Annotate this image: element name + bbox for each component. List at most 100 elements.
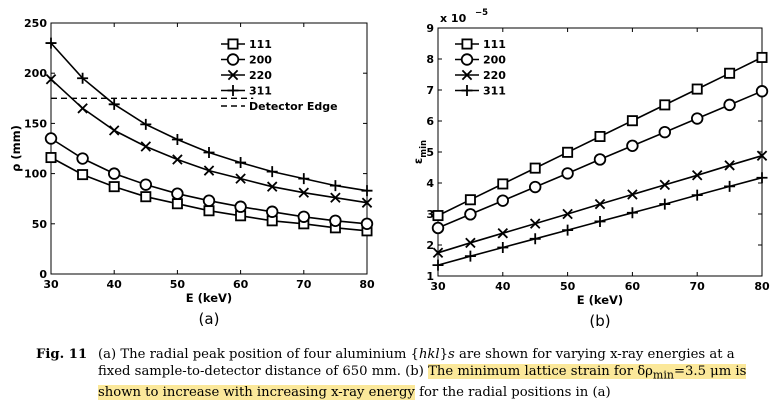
data-point-311-b bbox=[724, 180, 736, 192]
data-point-220-a bbox=[361, 197, 373, 208]
series-line-220-a bbox=[50, 78, 368, 204]
data-point-220-a bbox=[203, 165, 215, 176]
data-point-311-a bbox=[266, 166, 278, 178]
data-point-311-a bbox=[108, 98, 120, 110]
data-point-311-b bbox=[594, 215, 606, 227]
data-point-200-b bbox=[431, 221, 445, 235]
series-200-b bbox=[431, 85, 769, 235]
data-point-111-b bbox=[497, 178, 509, 190]
x-axis-label-a: E (keV) bbox=[186, 291, 232, 305]
y-tick-label-b: 4 bbox=[426, 177, 434, 190]
data-point-311-a bbox=[140, 118, 152, 130]
data-point-111-b bbox=[562, 146, 574, 158]
data-point-220-b bbox=[497, 227, 509, 239]
legend-label-111-b: 111 bbox=[483, 38, 506, 51]
data-point-220-b bbox=[756, 150, 768, 161]
series-line-311-a bbox=[50, 42, 368, 192]
scale-label-b: x 10 bbox=[440, 12, 467, 25]
data-point-200-a bbox=[44, 132, 58, 145]
legend-marker-200-b bbox=[460, 53, 474, 66]
data-point-220-b bbox=[627, 189, 638, 200]
legend-marker-220-a bbox=[227, 69, 239, 81]
y-tick-label-a: 100 bbox=[24, 168, 47, 181]
series-311-a bbox=[45, 37, 373, 197]
figure-caption: Fig. 11 (a) The radial peak position of … bbox=[36, 346, 756, 401]
data-point-220-b bbox=[594, 198, 606, 210]
caption-highlight-sub: min bbox=[652, 368, 674, 382]
data-point-311-b bbox=[497, 241, 509, 253]
y-tick-label-b: 2 bbox=[426, 239, 434, 252]
legend-marker-111-a bbox=[227, 38, 239, 50]
legend-marker-311-a bbox=[227, 85, 239, 96]
series-311-b bbox=[432, 172, 768, 271]
legend-marker-200-a bbox=[226, 53, 240, 66]
series-111-b bbox=[432, 51, 768, 222]
legend-marker-111-b bbox=[461, 38, 473, 50]
y-tick-label-b: 8 bbox=[426, 53, 434, 66]
caption-hkl: hkl bbox=[418, 347, 440, 362]
y-axis-label-sub-b: min bbox=[419, 140, 429, 158]
x-axis-label-b: E (keV) bbox=[577, 293, 623, 307]
data-point-200-b bbox=[658, 125, 672, 139]
data-point-311-b bbox=[432, 259, 444, 271]
data-point-200-b bbox=[561, 167, 574, 180]
data-point-200-a bbox=[297, 210, 311, 223]
data-point-220-a bbox=[77, 103, 88, 114]
caption-text-end: for the radial positions in (a) bbox=[414, 384, 611, 400]
data-point-311-a bbox=[235, 157, 247, 169]
legend-label-200-a: 200 bbox=[249, 54, 272, 67]
data-point-220-b bbox=[432, 247, 444, 258]
x-tick-label-a: 80 bbox=[359, 278, 375, 291]
caption-highlight-part-2: =3.5 μm is shown to increase with increa… bbox=[98, 364, 747, 400]
data-point-200-a bbox=[329, 214, 342, 227]
caption-label: Fig. 11 bbox=[36, 347, 88, 362]
legend-marker-220-b bbox=[461, 69, 473, 81]
data-point-311-b bbox=[691, 189, 703, 201]
data-point-200-b bbox=[464, 208, 477, 221]
data-point-200-a bbox=[266, 205, 279, 218]
data-point-220-a bbox=[45, 73, 57, 85]
series-line-111-a bbox=[50, 156, 368, 232]
data-point-200-a bbox=[171, 187, 184, 200]
y-tick-label-b: 9 bbox=[426, 22, 434, 35]
data-point-200-b bbox=[755, 85, 769, 98]
x-tick-label-b: 40 bbox=[495, 280, 511, 293]
data-point-200-a bbox=[107, 167, 121, 180]
data-point-200-a bbox=[202, 194, 216, 207]
y-tick-label-a: 50 bbox=[32, 218, 48, 231]
data-point-311-b bbox=[626, 207, 638, 219]
data-point-311-a bbox=[298, 173, 310, 185]
data-point-220-b bbox=[562, 208, 573, 220]
y-tick-label-a: 150 bbox=[24, 117, 47, 130]
data-point-200-b bbox=[529, 180, 542, 194]
data-point-311-a bbox=[45, 37, 57, 49]
caption-body: (a) The radial peak position of four alu… bbox=[98, 346, 756, 401]
data-point-220-a bbox=[108, 125, 120, 136]
y-tick-label-a: 250 bbox=[24, 17, 47, 30]
legend-label-111-a: 111 bbox=[249, 38, 272, 51]
y-tick-label-b: 3 bbox=[426, 208, 434, 221]
data-point-111-a bbox=[45, 152, 57, 164]
y-tick-label-a: 0 bbox=[39, 268, 47, 281]
scale-exponent-b: −5 bbox=[475, 8, 488, 18]
y-tick-label-a: 200 bbox=[24, 67, 47, 80]
x-tick-label-a: 60 bbox=[233, 278, 249, 291]
data-point-200-a bbox=[360, 217, 374, 231]
data-point-111-b bbox=[529, 162, 541, 174]
data-point-220-b bbox=[529, 218, 541, 229]
y-axis-label-a: ρ (mm) bbox=[9, 125, 23, 172]
x-tick-label-b: 60 bbox=[625, 280, 641, 293]
data-point-111-a bbox=[140, 191, 152, 203]
panel-label-a: (a) bbox=[199, 310, 220, 328]
legend-label-220-a: 220 bbox=[249, 69, 272, 82]
legend-label-311-a: 311 bbox=[249, 85, 272, 98]
data-point-111-a bbox=[171, 198, 183, 210]
data-point-220-b bbox=[724, 160, 735, 171]
legend-label-220-b: 220 bbox=[483, 69, 506, 82]
data-point-200-b bbox=[723, 98, 736, 112]
x-tick-label-b: 30 bbox=[430, 280, 446, 293]
data-point-200-b bbox=[593, 153, 607, 166]
series-200-a bbox=[44, 132, 374, 231]
data-point-220-a bbox=[235, 173, 246, 184]
data-point-220-b bbox=[691, 170, 703, 181]
